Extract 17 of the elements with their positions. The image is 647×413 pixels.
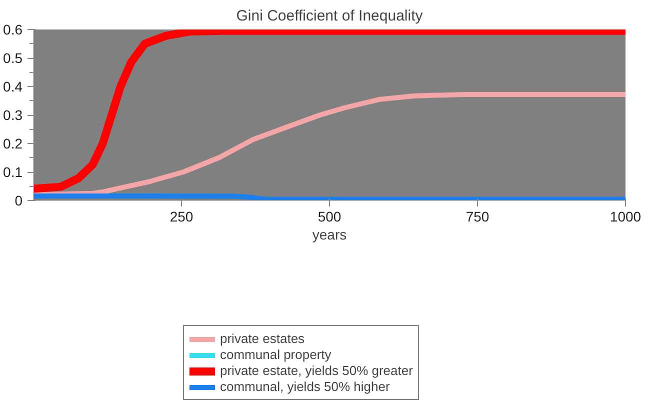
x-axis-title: years xyxy=(312,226,347,242)
legend-label: communal, yields 50% higher xyxy=(220,379,390,394)
y-tick-label: 0.6 xyxy=(3,22,23,38)
x-tick-label: 500 xyxy=(318,208,342,224)
y-tick-label: 0.2 xyxy=(3,136,23,152)
y-tick-label: 0.1 xyxy=(3,164,23,180)
legend-label: communal property xyxy=(220,347,332,362)
legend-label: private estate, yields 50% greater xyxy=(220,363,413,378)
chart-title: Gini Coefficient of Inequality xyxy=(236,8,424,24)
legend-label: private estates xyxy=(220,331,305,346)
x-tick-label: 1000 xyxy=(610,208,642,224)
x-tick-label: 750 xyxy=(466,208,490,224)
y-tick-label: 0.3 xyxy=(3,107,23,123)
y-tick-label: 0.4 xyxy=(3,78,23,94)
x-tick-label: 250 xyxy=(170,208,194,224)
y-tick-label: 0 xyxy=(14,192,23,208)
y-tick-label: 0.5 xyxy=(3,50,23,66)
